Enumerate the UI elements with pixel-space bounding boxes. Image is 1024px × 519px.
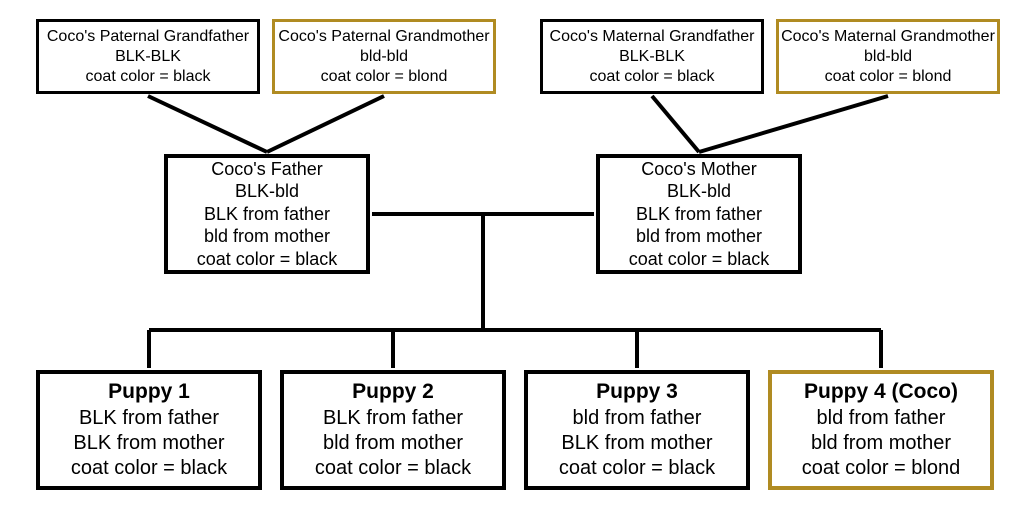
node-line: coat color = black <box>590 67 715 87</box>
node-line: BLK-BLK <box>619 47 685 67</box>
node-mat_gf: Coco's Maternal GrandfatherBLK-BLKcoat c… <box>540 19 764 94</box>
node-mat_gm: Coco's Maternal Grandmotherbld-bldcoat c… <box>776 19 1000 94</box>
node-line: coat color = black <box>559 456 715 481</box>
node-line: BLK-BLK <box>115 47 181 67</box>
node-puppy4: Puppy 4 (Coco)bld from fatherbld from mo… <box>768 370 994 490</box>
node-title: Coco's Maternal Grandfather <box>550 27 755 47</box>
node-line: bld-bld <box>360 47 408 67</box>
node-title: Coco's Mother <box>641 158 756 181</box>
node-line: coat color = black <box>629 248 770 271</box>
node-line: bld from mother <box>811 431 951 456</box>
node-title: Coco's Father <box>211 158 322 181</box>
node-line: coat color = blond <box>825 67 952 87</box>
node-puppy3: Puppy 3bld from fatherBLK from mothercoa… <box>524 370 750 490</box>
node-line: coat color = blond <box>802 456 960 481</box>
node-father: Coco's FatherBLK-bldBLK from fatherbld f… <box>164 154 370 274</box>
node-line: BLK-bld <box>667 180 731 203</box>
node-line: bld from mother <box>636 225 762 248</box>
node-line: bld-bld <box>864 47 912 67</box>
node-title: Puppy 4 (Coco) <box>804 379 958 405</box>
node-title: Puppy 3 <box>596 379 678 405</box>
node-line: BLK from father <box>323 406 463 431</box>
node-mother: Coco's MotherBLK-bldBLK from fatherbld f… <box>596 154 802 274</box>
node-pat_gf: Coco's Paternal GrandfatherBLK-BLKcoat c… <box>36 19 260 94</box>
node-pat_gm: Coco's Paternal Grandmotherbld-bldcoat c… <box>272 19 496 94</box>
node-line: BLK from mother <box>561 431 712 456</box>
node-line: BLK-bld <box>235 180 299 203</box>
node-line: coat color = black <box>71 456 227 481</box>
node-title: Puppy 1 <box>108 379 190 405</box>
node-line: BLK from father <box>79 406 219 431</box>
node-title: Coco's Paternal Grandmother <box>278 27 489 47</box>
node-line: BLK from mother <box>73 431 224 456</box>
node-line: coat color = black <box>197 248 338 271</box>
node-line: bld from mother <box>204 225 330 248</box>
node-title: Puppy 2 <box>352 379 434 405</box>
node-line: bld from father <box>573 406 702 431</box>
node-line: coat color = blond <box>321 67 448 87</box>
node-title: Coco's Maternal Grandmother <box>781 27 995 47</box>
node-title: Coco's Paternal Grandfather <box>47 27 249 47</box>
node-line: coat color = black <box>315 456 471 481</box>
node-line: BLK from father <box>204 203 330 226</box>
node-puppy2: Puppy 2BLK from fatherbld from mothercoa… <box>280 370 506 490</box>
node-puppy1: Puppy 1BLK from fatherBLK from mothercoa… <box>36 370 262 490</box>
node-line: bld from father <box>817 406 946 431</box>
node-line: coat color = black <box>86 67 211 87</box>
node-line: bld from mother <box>323 431 463 456</box>
node-line: BLK from father <box>636 203 762 226</box>
